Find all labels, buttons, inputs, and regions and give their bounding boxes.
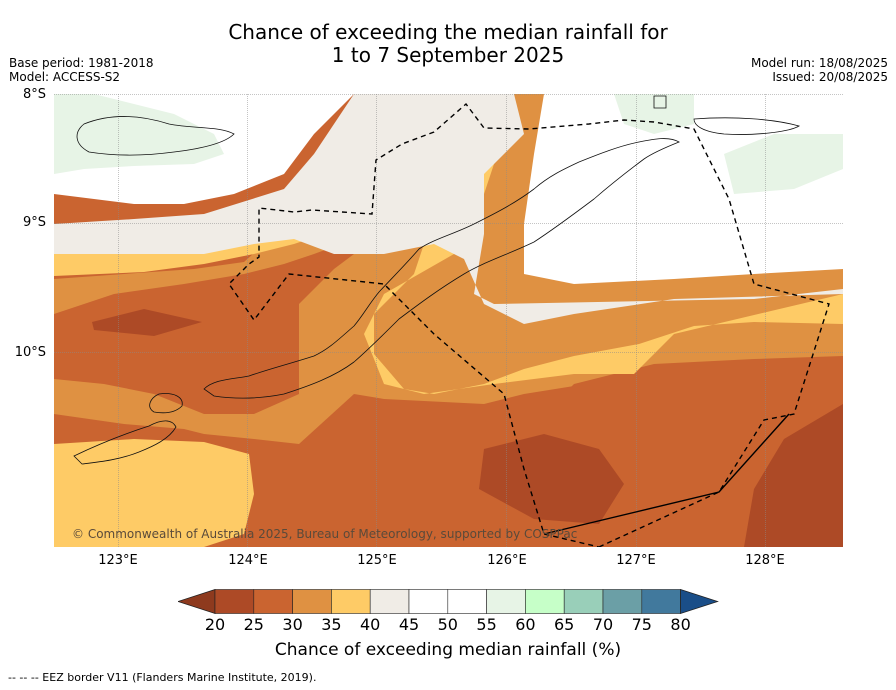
map-title-line1: Chance of exceeding the median rainfall … bbox=[228, 20, 668, 44]
colorbar-cell bbox=[214, 589, 255, 614]
colorbar-tick: 20 bbox=[204, 615, 226, 634]
colorbar-cell bbox=[331, 589, 371, 614]
copyright-notice: © Commonwealth of Australia 2025, Bureau… bbox=[72, 527, 577, 541]
colorbar-cell bbox=[602, 589, 643, 614]
eez-border bbox=[228, 102, 830, 547]
band-25-west bbox=[92, 309, 202, 336]
colorbar-arrow-high bbox=[680, 589, 719, 615]
lon-label-125e: 125°E bbox=[357, 553, 397, 568]
colorbar-tick: 55 bbox=[476, 615, 497, 634]
lat-label-9s: 9°S bbox=[22, 215, 46, 230]
colorbar-tick: 65 bbox=[554, 615, 575, 634]
colorbar-tick: 70 bbox=[592, 615, 614, 634]
band-45 bbox=[54, 94, 843, 324]
colorbar-cell bbox=[292, 589, 332, 614]
band-40-southwest bbox=[54, 439, 254, 547]
band-25-southeast bbox=[744, 404, 843, 547]
colorbar-cell bbox=[525, 589, 565, 614]
colorbar-tick: 35 bbox=[321, 615, 342, 634]
issued-label: Issued: 20/08/2025 bbox=[772, 70, 888, 84]
colorbar-tick: 45 bbox=[398, 615, 420, 634]
model-run-label: Model run: 18/08/2025 bbox=[750, 56, 888, 70]
colorbar-tick: 80 bbox=[670, 615, 691, 634]
band-30-west bbox=[54, 241, 354, 414]
colorbar-cell bbox=[486, 589, 526, 614]
colorbar-tick: 75 bbox=[631, 615, 652, 634]
colorbar-tick: 25 bbox=[243, 615, 264, 634]
band-25-south bbox=[479, 434, 624, 524]
colorbar-cell bbox=[447, 589, 487, 614]
lat-label-8s: 8°S bbox=[22, 87, 46, 102]
lon-label-126e: 126°E bbox=[487, 553, 527, 568]
band-60-nw bbox=[54, 94, 224, 174]
band-60-ne bbox=[614, 94, 694, 134]
colorbar-cell bbox=[641, 589, 681, 614]
graticule bbox=[54, 94, 843, 547]
colorbar-tick: 60 bbox=[515, 615, 536, 634]
eez-border-solid bbox=[543, 413, 790, 535]
colorbar-tick: 40 bbox=[360, 615, 381, 634]
coastlines bbox=[73, 95, 801, 465]
lon-label-128e: 128°E bbox=[745, 553, 785, 568]
colorbar-cell bbox=[563, 589, 604, 614]
colorbar-cell bbox=[253, 589, 293, 614]
rainfall-map: © Commonwealth of Australia 2025, Bureau… bbox=[54, 94, 843, 547]
model-label: Model: ACCESS-S2 bbox=[9, 70, 121, 84]
lon-label-123e: 123°E bbox=[98, 553, 138, 568]
colorbar-tick: 30 bbox=[282, 615, 303, 634]
colorbar-cell bbox=[408, 589, 449, 614]
colorbar bbox=[178, 589, 719, 615]
colorbar-label: Chance of exceeding median rainfall (%) bbox=[274, 640, 622, 660]
map-title-line2: 1 to 7 September 2025 bbox=[331, 43, 565, 67]
colorbar-tick: 50 bbox=[437, 615, 458, 634]
eez-footnote: -- -- -- EEZ border V11 (Flanders Marine… bbox=[8, 671, 317, 684]
band-60-east bbox=[724, 134, 843, 194]
lon-label-124e: 124°E bbox=[228, 553, 268, 568]
colorbar-cell bbox=[369, 589, 410, 614]
lat-label-10s: 10°S bbox=[14, 345, 46, 360]
base-period-label: Base period: 1981-2018 bbox=[9, 56, 154, 70]
lon-label-127e: 127°E bbox=[616, 553, 656, 568]
colorbar-arrow-low bbox=[178, 589, 216, 615]
